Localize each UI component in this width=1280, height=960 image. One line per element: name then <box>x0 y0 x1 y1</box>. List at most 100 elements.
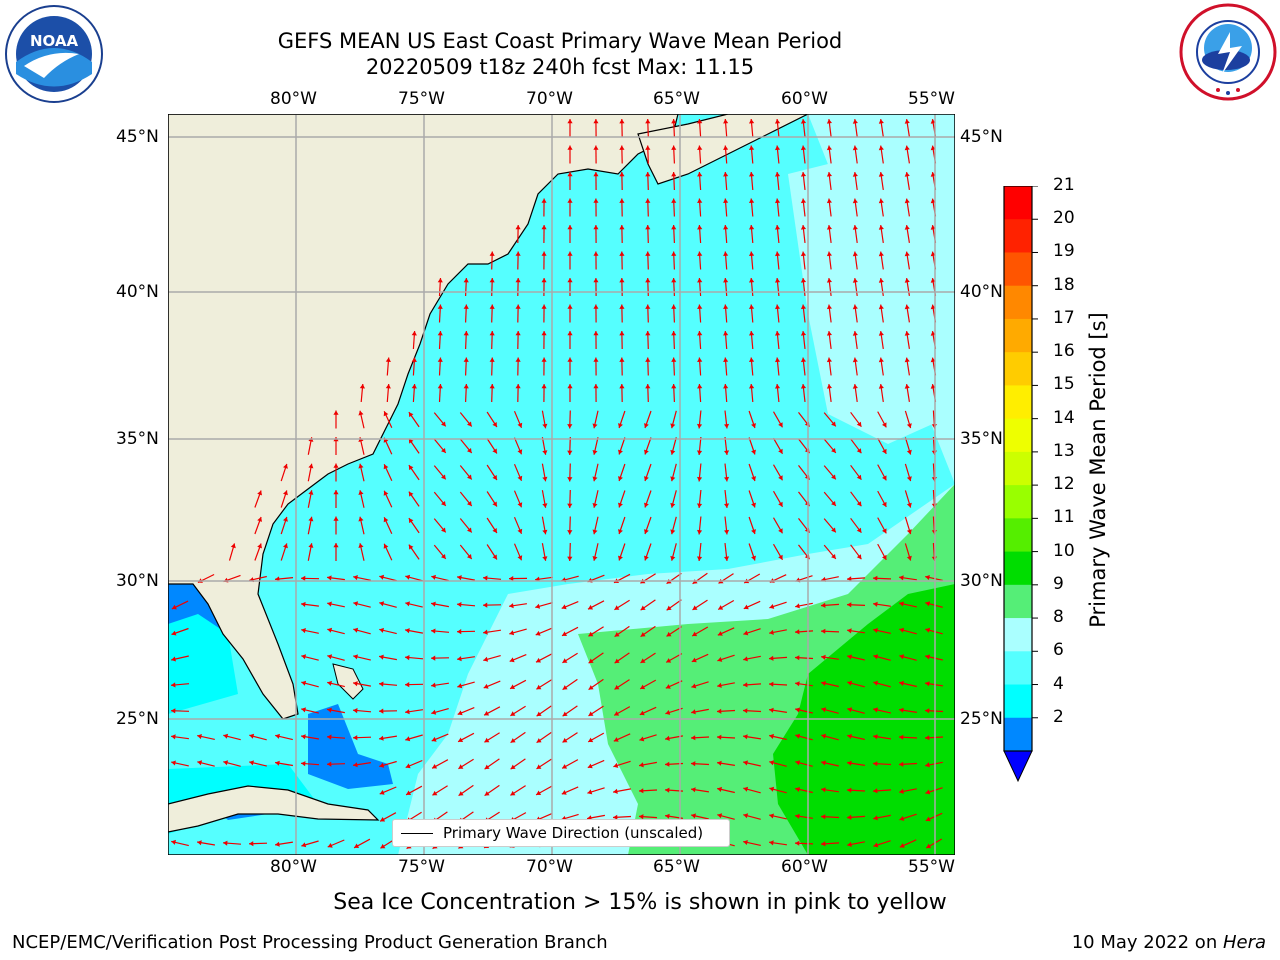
colorbar-tick-label: 13 <box>1053 440 1075 461</box>
wave-arrow-head <box>301 628 306 634</box>
wave-arrow-head <box>878 331 884 336</box>
wave-arrow-head <box>800 278 807 283</box>
wave-arrow-head <box>592 423 598 429</box>
wave-arrow-head <box>697 304 703 309</box>
wave-arrow-head <box>671 251 677 256</box>
wave-arrow-head <box>800 384 807 389</box>
wave-arrow-head <box>517 555 523 561</box>
graticule <box>168 114 955 855</box>
wave-arrow-head <box>358 516 364 522</box>
wave-arrow-head <box>275 733 280 739</box>
wave-arrow-head <box>562 737 568 743</box>
wave-arrow-head <box>645 357 651 362</box>
wave-arrow-head <box>588 658 594 664</box>
colorbar-title: Primary Wave Mean Period [s] <box>1086 312 1110 628</box>
wave-arrow-head <box>723 225 729 230</box>
wave-arrow-head <box>723 145 729 150</box>
wave-arrow-head <box>489 251 495 256</box>
wave-arrow-head <box>592 450 598 455</box>
wave-arrow-head <box>567 503 573 508</box>
wave-arrow-head <box>743 786 749 792</box>
lon-label-bottom-75w: 75°W <box>398 857 445 877</box>
wave-arrow-head <box>906 502 912 508</box>
wave-arrow-head <box>697 450 703 455</box>
wave-arrow-head <box>769 629 774 635</box>
wave-arrow-head <box>431 574 436 580</box>
wave-arrow-head <box>743 682 748 688</box>
wave-arrow-head <box>354 843 360 848</box>
colorbar-tick-label: 12 <box>1053 474 1075 495</box>
wave-arrow-head <box>619 251 625 256</box>
wave-arrow-head <box>441 474 446 480</box>
wave-arrow-head <box>778 501 783 507</box>
lon-label-bottom-55w: 55°W <box>908 857 955 877</box>
wave-arrow-head <box>899 654 905 660</box>
noaa-logo: NOAA <box>4 4 104 108</box>
wave-arrow-head <box>878 357 884 363</box>
wave-arrow-head <box>856 474 862 480</box>
lat-label-right-40n: 40°N <box>960 282 1003 302</box>
lat-label-left-35n: 35°N <box>116 429 159 449</box>
wave-arrow-head <box>437 357 443 362</box>
wave-arrow-head <box>749 384 755 389</box>
wave-arrow-head <box>800 145 807 151</box>
wave-arrow-head <box>671 357 677 362</box>
wave-arrow-head <box>567 530 573 535</box>
wave-arrow-head <box>257 490 262 496</box>
wave-arrow-head <box>639 736 645 742</box>
wave-arrow-head <box>492 475 497 480</box>
wave-arrow-head <box>724 529 730 535</box>
wave-arrow-head <box>852 251 858 257</box>
wave-arrow-head <box>484 710 490 716</box>
wave-arrow-head <box>645 225 651 230</box>
wave-arrow-head <box>717 631 723 636</box>
colorbar-band <box>1004 285 1032 320</box>
wave-arrow-head <box>800 304 807 310</box>
wave-arrow-head <box>567 450 573 455</box>
wave-arrow-head <box>882 475 887 481</box>
wave-arrow-head <box>358 463 364 469</box>
wave-arrow-head <box>431 709 437 715</box>
wave-arrow-head <box>856 527 862 533</box>
wave-arrow-head <box>904 331 910 336</box>
lon-label-bottom-60w: 60°W <box>781 857 828 877</box>
wave-arrow-head <box>645 119 651 124</box>
wave-arrow-head <box>640 658 646 663</box>
wave-arrow-head <box>670 476 676 482</box>
wave-arrow-head <box>171 630 177 636</box>
wave-arrow-head <box>379 708 384 714</box>
wave-arrow-head <box>723 384 729 389</box>
wave-arrow-head <box>619 172 625 177</box>
wave-arrow-head <box>587 789 593 795</box>
wave-arrow-head <box>223 840 228 846</box>
chart-title-line2: 20220509 t18z 240h fcst Max: 11.15 <box>365 55 755 79</box>
wave-arrow-head <box>878 145 884 151</box>
wave-arrow-head <box>301 575 306 581</box>
wave-arrow-head <box>467 448 472 453</box>
wave-arrow-head <box>619 384 625 389</box>
footer-host: Hera <box>1222 932 1266 953</box>
wave-arrow-head <box>691 709 696 715</box>
wave-arrow-head <box>670 555 676 561</box>
colorbar-band <box>1004 584 1032 619</box>
wave-arrow-head <box>197 734 202 740</box>
wave-arrow-head <box>856 501 862 507</box>
wave-arrow-head <box>567 278 573 283</box>
wave-arrow-head <box>775 331 781 336</box>
wave-arrow-head <box>257 543 262 549</box>
wave-arrow-head <box>588 631 594 637</box>
wave-arrow-head <box>510 764 516 770</box>
wave-arrow-head <box>171 682 176 688</box>
lon-label-top-80w: 80°W <box>270 89 317 109</box>
sea-ice-note: Sea Ice Concentration > 15% is shown in … <box>333 890 947 915</box>
wave-arrow-head <box>847 576 852 582</box>
wave-arrow-head <box>778 528 783 534</box>
wave-arrow-head <box>492 554 497 560</box>
wave-arrow-head <box>723 251 729 256</box>
wave-arrow-head <box>592 503 598 508</box>
wave-arrow-head <box>769 681 774 687</box>
wave-arrow-head <box>562 711 568 717</box>
wave-arrow-head <box>691 787 696 793</box>
wave-arrow-head <box>431 601 436 607</box>
wave-arrow-head <box>724 450 730 455</box>
